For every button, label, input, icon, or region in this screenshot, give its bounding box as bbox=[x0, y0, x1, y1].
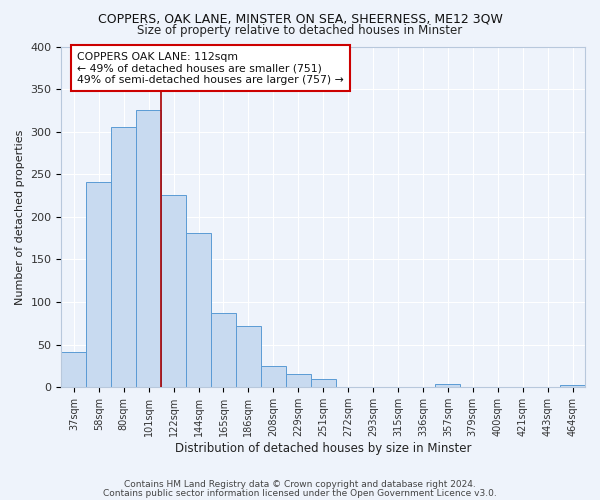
Bar bbox=[311, 378, 335, 387]
Bar bbox=[111, 128, 136, 387]
Bar bbox=[186, 233, 211, 387]
Bar bbox=[436, 384, 460, 387]
Bar bbox=[211, 313, 236, 387]
Bar bbox=[86, 182, 111, 387]
Y-axis label: Number of detached properties: Number of detached properties bbox=[15, 129, 25, 304]
Text: COPPERS, OAK LANE, MINSTER ON SEA, SHEERNESS, ME12 3QW: COPPERS, OAK LANE, MINSTER ON SEA, SHEER… bbox=[98, 12, 502, 26]
Bar bbox=[61, 352, 86, 387]
X-axis label: Distribution of detached houses by size in Minster: Distribution of detached houses by size … bbox=[175, 442, 472, 455]
Text: Size of property relative to detached houses in Minster: Size of property relative to detached ho… bbox=[137, 24, 463, 37]
Bar bbox=[560, 384, 585, 387]
Text: COPPERS OAK LANE: 112sqm
← 49% of detached houses are smaller (751)
49% of semi-: COPPERS OAK LANE: 112sqm ← 49% of detach… bbox=[77, 52, 344, 85]
Text: Contains HM Land Registry data © Crown copyright and database right 2024.: Contains HM Land Registry data © Crown c… bbox=[124, 480, 476, 489]
Text: Contains public sector information licensed under the Open Government Licence v3: Contains public sector information licen… bbox=[103, 489, 497, 498]
Bar bbox=[136, 110, 161, 387]
Bar bbox=[286, 374, 311, 387]
Bar bbox=[261, 366, 286, 387]
Bar bbox=[161, 194, 186, 387]
Bar bbox=[236, 326, 261, 387]
